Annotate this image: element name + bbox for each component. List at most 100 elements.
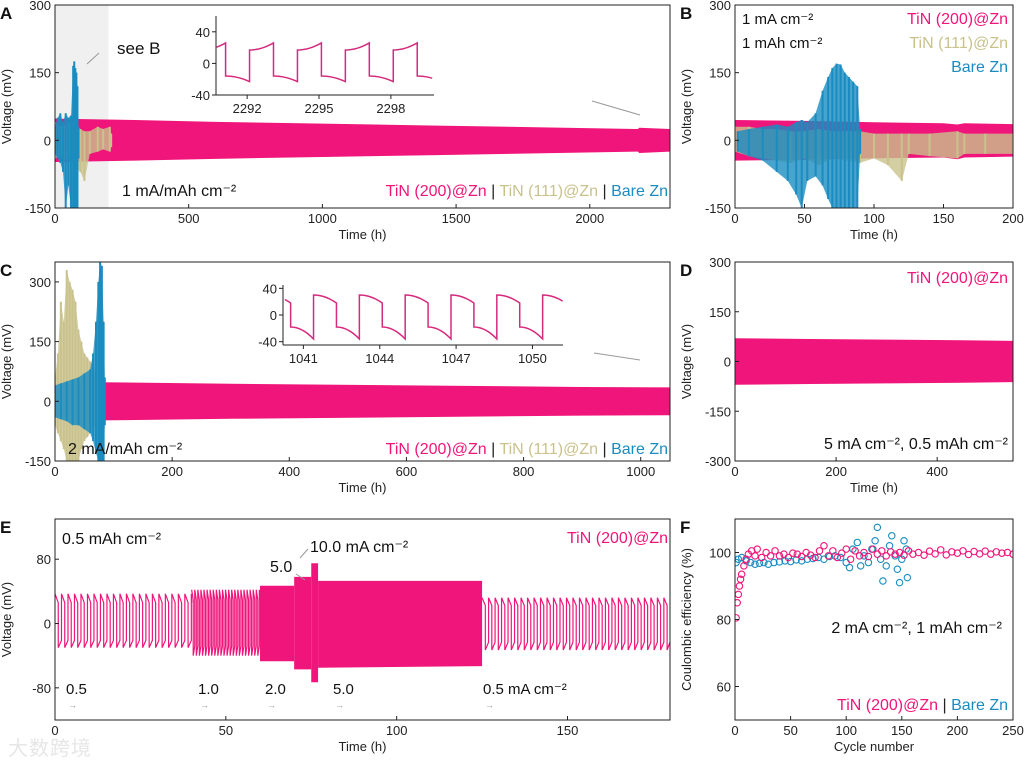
series-tin-200-zn-point (735, 590, 743, 599)
inset-y-tick-label: -40 (258, 335, 277, 350)
arrow-icon: → (485, 700, 494, 710)
inset-chart: 2292 2295 2298 -40 0 40 (191, 16, 434, 116)
axes-frame (54, 261, 671, 462)
pointer-arrow (593, 352, 641, 361)
inset-y-tick-label: 0 (203, 56, 210, 71)
panel-label: C (0, 261, 12, 280)
annotation: 2 mA/mAh cm⁻² (68, 441, 183, 458)
y-axis-label: Coulombic efficiency (%) (679, 548, 694, 691)
axes-frame (54, 518, 671, 721)
series-tin-200-zn-point (737, 570, 746, 579)
series-tin-200-zn-point (838, 549, 846, 557)
y-axis-label: Voltage (mV) (0, 69, 14, 144)
legend-entry: TiN (200)@Zn (386, 183, 487, 200)
panel-label: D (680, 261, 692, 280)
y-tick-label: 150 (29, 66, 51, 81)
legend-entry: Bare Zn (951, 697, 1008, 714)
annotation: 10.0 mA cm⁻² (310, 539, 409, 556)
inset-y-tick-label: -40 (191, 88, 210, 103)
x-tick-label: 800 (513, 464, 535, 479)
x-tick-label: 0 (51, 211, 58, 226)
series-tin-200-zn-point (735, 599, 741, 607)
legend-entry: TiN (200)@Zn (386, 441, 487, 458)
series-tin-200-zn-point (757, 553, 766, 562)
series-tin-200-zn-point (882, 552, 890, 560)
series-bare-zn-point (845, 563, 854, 572)
series-bare-zn-point (879, 577, 887, 585)
legend-entry: TiN (111)@Zn (909, 35, 1008, 52)
annotation: 0.5 mAh cm⁻² (62, 531, 162, 548)
series-tin-200-zn-point (766, 552, 775, 560)
panel-label: F (680, 518, 690, 537)
plot-area (55, 262, 670, 461)
x-tick-label: 200 (1002, 211, 1024, 226)
legend-entry: Bare Zn (611, 183, 668, 200)
series-bare-zn-point (893, 565, 902, 573)
x-tick-label: 100 (835, 723, 857, 738)
series-bare-zn-point (836, 553, 845, 562)
series-bare-zn-point (888, 531, 896, 540)
series-tin-200-zn-point (846, 555, 855, 563)
x-tick-label: 150 (891, 723, 913, 738)
series-0-5-ma-cm--wave (55, 593, 193, 648)
annotation: 1 mA cm⁻² (742, 11, 813, 28)
x-tick-label: 100 (386, 723, 408, 738)
series-tin-200-zn-point (981, 547, 989, 555)
legend: TiN (200)@Zn (907, 270, 1008, 287)
annotation: 5.0 (270, 559, 292, 576)
shaded-region (55, 5, 109, 208)
inset-x-tick-label: 2295 (305, 101, 334, 116)
series-2-0-ma-cm--band (260, 585, 295, 662)
annotation: 1 mAh cm⁻² (742, 35, 822, 52)
legend-separator: | (598, 441, 611, 458)
series-tin-200-zn-point (942, 551, 951, 559)
panel-E: 0 50 100 150 -80 0 80 Time (h) Voltage (mV) E 0.5 … (0, 518, 671, 754)
series-tin-200-zn-point (873, 550, 882, 558)
pointer-arrow (86, 52, 100, 65)
y-tick-label: 150 (709, 305, 731, 320)
x-tick-label: 200 (825, 464, 847, 479)
x-axis-label: Cycle number (834, 739, 915, 754)
legend-entry: Bare Zn (951, 59, 1008, 76)
series-tin-200-zn-point (878, 547, 886, 555)
series-tin-200-zn-point (797, 552, 806, 561)
annotation: 2 mA cm⁻², 1 mAh cm⁻² (831, 620, 1002, 637)
y-tick-label: -150 (705, 404, 731, 419)
y-axis-label: Voltage (mV) (0, 324, 14, 399)
x-tick-label: 150 (557, 723, 579, 738)
series-tin-200-zn-point (851, 547, 859, 555)
series-bare-zn-point (770, 558, 778, 567)
series-tin-200-zn-point (842, 545, 850, 553)
x-tick-label: 50 (783, 723, 797, 738)
legend-entry: TiN (200)@Zn (567, 530, 668, 547)
y-tick-label: 0 (44, 617, 51, 632)
series-tin-200-zn-point (751, 552, 759, 560)
y-axis-label: Voltage (mV) (0, 582, 14, 657)
x-tick-label: 150 (933, 211, 955, 226)
inset-voltage-trace (216, 41, 433, 83)
arrow-icon: → (68, 700, 77, 710)
y-tick-label: 60 (717, 680, 731, 695)
y-tick-label: 100 (709, 546, 731, 561)
legend-separator: | (487, 441, 500, 458)
series-tin-200-zn-point (900, 551, 908, 559)
series-bare-zn-point (895, 578, 904, 587)
panel-label: A (0, 4, 12, 23)
annotation: 0.5 mA cm⁻² (483, 681, 567, 698)
panel-label: B (680, 4, 692, 23)
series-tin-200-zn-point (891, 550, 899, 558)
annotation: 0.5 (66, 681, 87, 698)
legend-entry: TiN (200)@Zn (907, 11, 1008, 28)
series-tin-200-zn-point (829, 547, 837, 555)
legend-entry: TiN (200)@Zn (837, 697, 938, 714)
inset-x-tick-label: 2292 (233, 101, 262, 116)
x-tick-label: 2000 (575, 211, 604, 226)
series-tin-200-zn-point (736, 575, 745, 584)
x-axis-label: Time (h) (339, 739, 387, 754)
series-bare-zn-band (737, 63, 861, 208)
y-tick-label: 150 (29, 335, 51, 350)
y-tick-label: 0 (44, 394, 51, 409)
